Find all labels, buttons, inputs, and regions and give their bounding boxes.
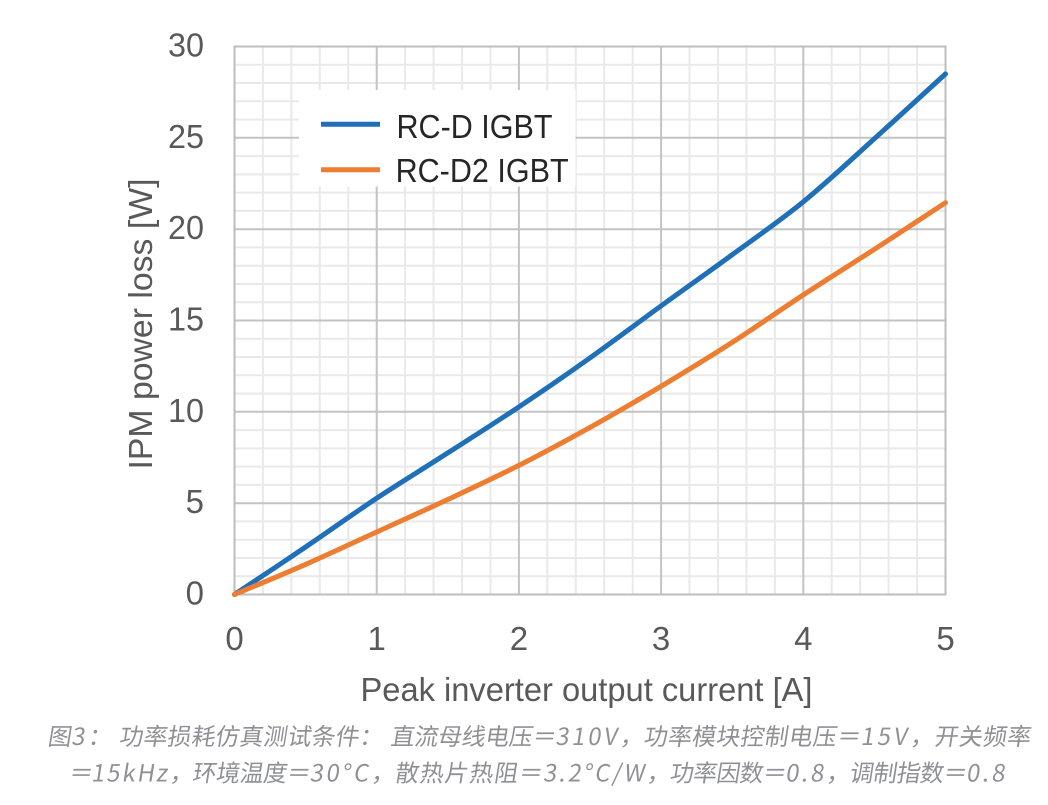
- svg-text:5: 5: [186, 483, 204, 520]
- svg-text:0: 0: [186, 575, 204, 612]
- svg-text:Peak inverter output current [: Peak inverter output current [A]: [361, 671, 813, 708]
- svg-text:2: 2: [510, 620, 528, 657]
- svg-text:30: 30: [168, 27, 204, 64]
- svg-text:5: 5: [936, 620, 954, 657]
- svg-text:4: 4: [794, 620, 812, 657]
- svg-text:15: 15: [168, 301, 204, 338]
- svg-text:10: 10: [168, 392, 204, 429]
- svg-text:RC-D IGBT: RC-D IGBT: [397, 108, 553, 145]
- svg-text:1: 1: [368, 620, 386, 657]
- svg-text:RC-D2 IGBT: RC-D2 IGBT: [396, 152, 569, 189]
- svg-text:3: 3: [652, 620, 670, 657]
- svg-text:IPM power loss [W]: IPM power loss [W]: [122, 179, 159, 470]
- svg-text:25: 25: [168, 118, 204, 155]
- svg-text:0: 0: [225, 620, 243, 657]
- svg-text:20: 20: [168, 209, 204, 246]
